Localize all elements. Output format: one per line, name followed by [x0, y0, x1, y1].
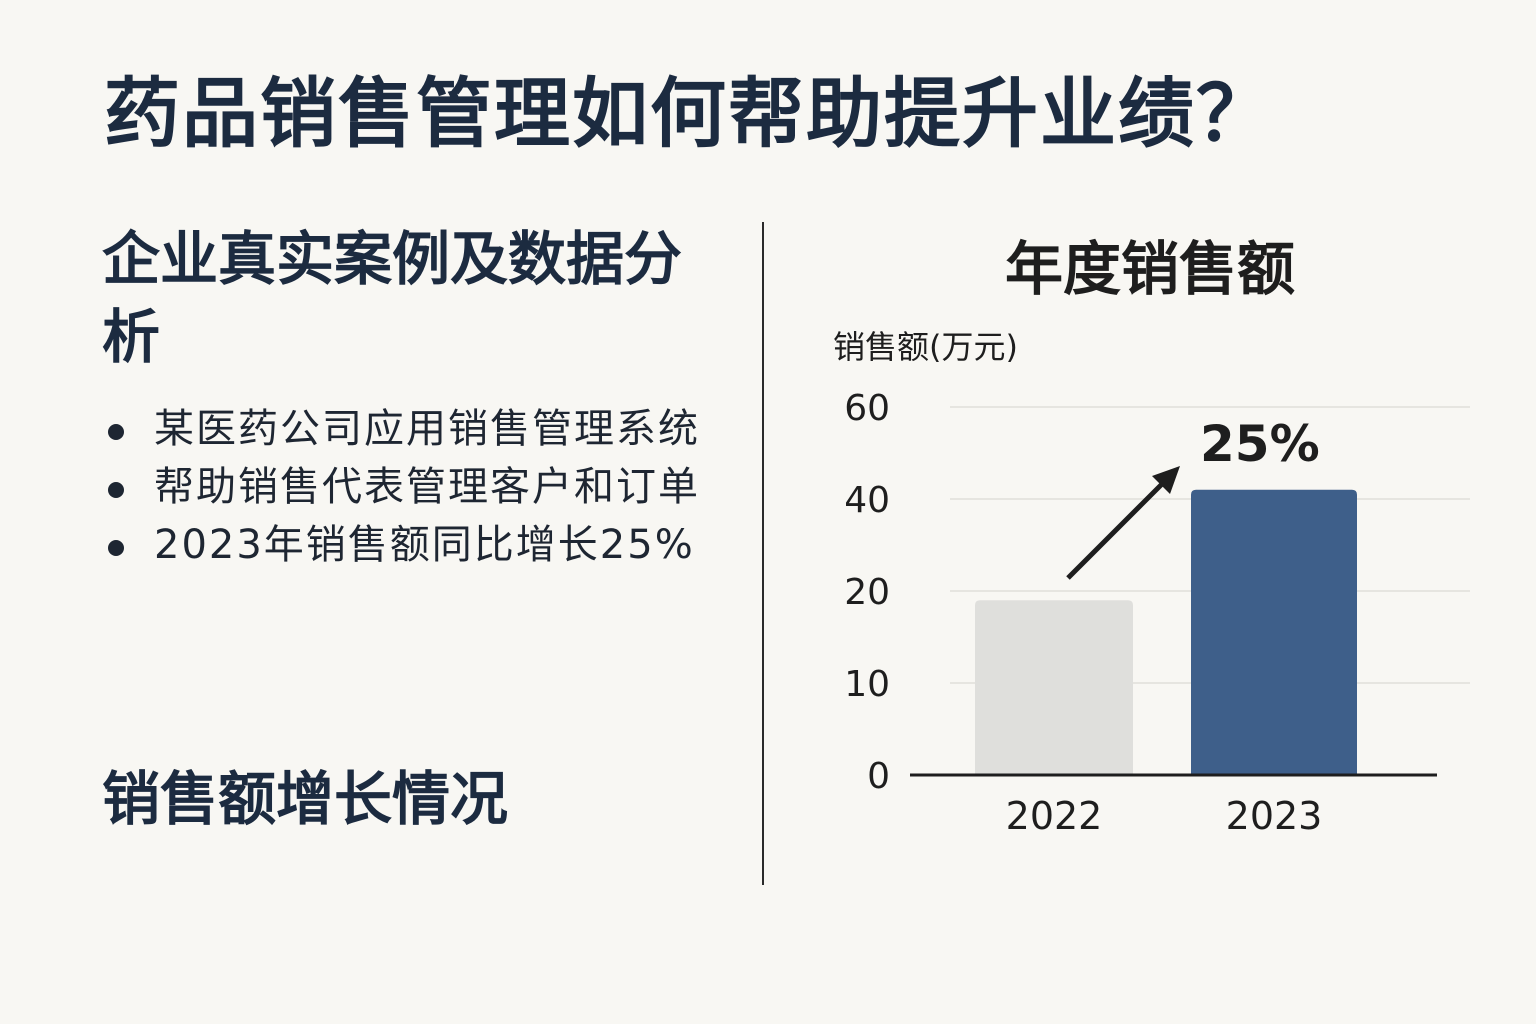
y-tick-label: 20 — [844, 572, 890, 613]
growth-annotation: 25% — [1200, 415, 1320, 473]
growth-arrow-line — [1066, 478, 1168, 580]
chart-title: 年度销售额 — [1004, 235, 1295, 303]
x-tick-label: 2023 — [1226, 794, 1323, 838]
y-tick-label: 10 — [844, 664, 890, 705]
bullet-item: 帮助销售代表管理客户和订单 — [108, 458, 728, 516]
bullet-list: 某医药公司应用销售管理系统 帮助销售代表管理客户和订单 2023年销售额同比增长… — [108, 400, 728, 574]
y-axis-label: 销售额(万元) — [833, 328, 1018, 366]
bar-2022 — [975, 600, 1133, 775]
divider — [762, 222, 764, 885]
arrow-head-icon — [1152, 466, 1180, 494]
bullet-item: 2023年销售额同比增长25% — [108, 516, 728, 574]
y-tick-label: 40 — [844, 480, 890, 521]
y-tick-label: 0 — [867, 756, 890, 797]
bullet-item: 某医药公司应用销售管理系统 — [108, 400, 728, 458]
bar-2023 — [1191, 489, 1357, 775]
case-study-heading: 企业真实案例及数据分析 — [102, 225, 683, 371]
x-tick-label: 2022 — [1006, 794, 1103, 838]
y-tick-label: 60 — [844, 388, 890, 429]
growth-heading: 销售额增长情况 — [102, 765, 509, 833]
page-title: 药品销售管理如何帮助提升业绩？ — [104, 69, 1274, 158]
